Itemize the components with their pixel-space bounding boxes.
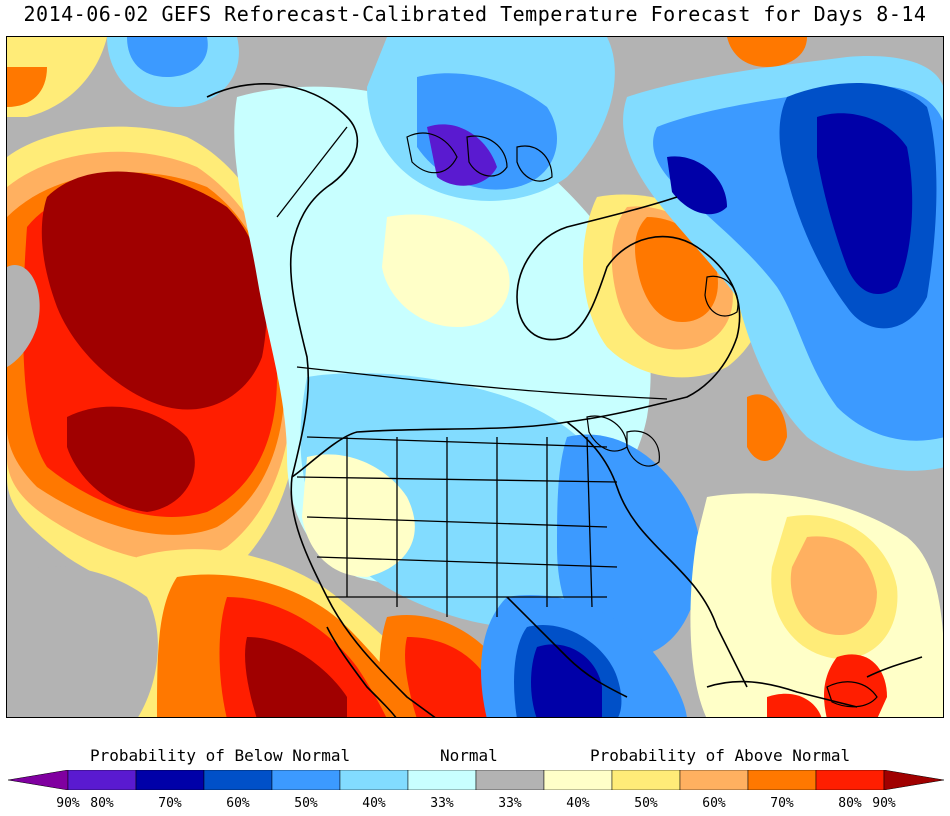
legend-swatch-9 (611, 770, 681, 790)
caribbean-warm-region (690, 394, 943, 717)
forecast-map (6, 36, 944, 718)
atlantic-cold-region (623, 37, 943, 471)
legend-tick-label: 40% (362, 796, 386, 811)
legend-tick-label: 60% (702, 796, 726, 811)
legend-swatch-11 (747, 770, 817, 790)
legend-tick-label: 90% (872, 796, 896, 811)
map-title: 2014-06-02 GEFS Reforecast-Calibrated Te… (23, 2, 927, 26)
arctic-cold-region (107, 37, 615, 201)
legend-swatch-4 (271, 770, 341, 790)
legend-swatch-7 (475, 770, 545, 790)
legend-swatch-8 (543, 770, 613, 790)
legend-swatch-5 (339, 770, 409, 790)
legend-normal-label: Normal (440, 746, 498, 765)
color-legend (8, 770, 944, 790)
legend-tick-label: 33% (430, 796, 454, 811)
legend-tick-label: 80% (90, 796, 114, 811)
coastlines (206, 83, 923, 717)
legend-swatch-13 (883, 770, 944, 790)
legend-swatch-0 (8, 770, 69, 790)
legend-swatch-6 (407, 770, 477, 790)
legend-tick-label: 40% (566, 796, 590, 811)
legend-tick-label: 70% (158, 796, 182, 811)
legend-swatch-12 (815, 770, 885, 790)
legend-above-label: Probability of Above Normal (590, 746, 851, 765)
legend-tick-label: 50% (294, 796, 318, 811)
legend-tick-label: 70% (770, 796, 794, 811)
legend-swatch-2 (135, 770, 205, 790)
legend-tick-label: 33% (498, 796, 522, 811)
political-borders (276, 126, 668, 617)
probability-map (7, 37, 943, 717)
legend-tick-label: 80% (838, 796, 862, 811)
legend-below-label: Probability of Below Normal (90, 746, 351, 765)
legend-tick-label: 60% (226, 796, 250, 811)
legend-swatch-3 (203, 770, 273, 790)
legend-tick-label: 90% (56, 796, 80, 811)
legend-tick-label: 50% (634, 796, 658, 811)
legend-swatch-10 (679, 770, 749, 790)
lakes-islands (406, 132, 878, 708)
pacific-warm-region (7, 126, 301, 597)
legend-swatch-1 (67, 770, 137, 790)
mexico-warm-region (7, 549, 517, 717)
